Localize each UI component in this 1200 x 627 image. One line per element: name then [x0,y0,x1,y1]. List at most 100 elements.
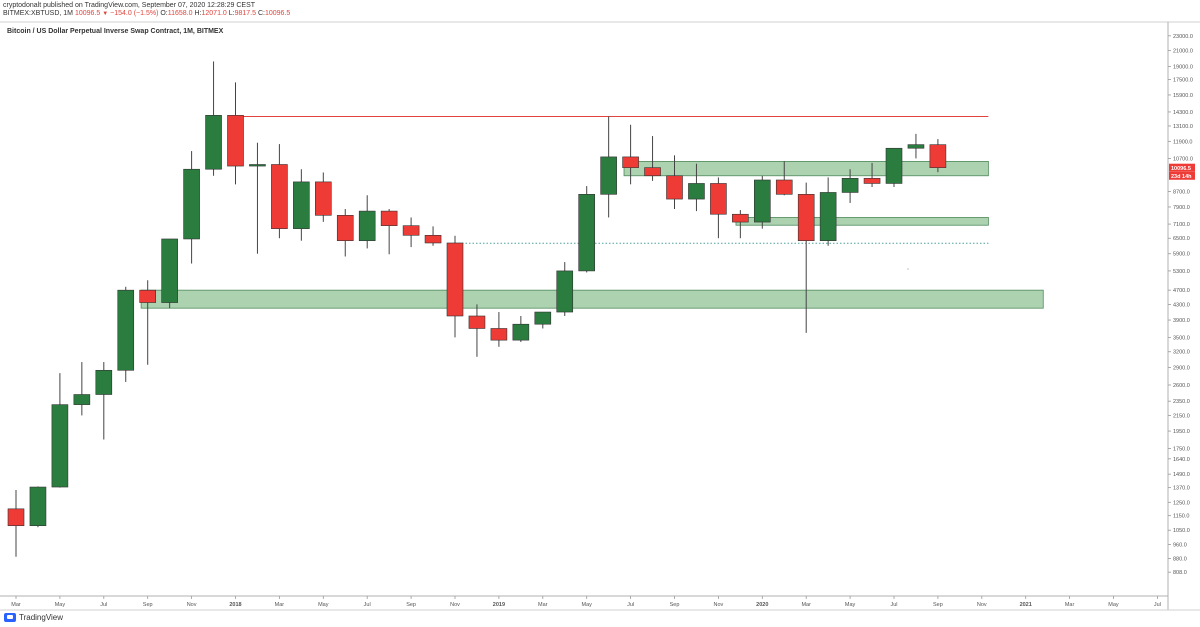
candle-body[interactable] [775,179,793,195]
time-tick-label: Sep [933,602,943,608]
candle-body[interactable] [95,369,113,395]
price-tick-label: 4300.0 [1173,302,1190,308]
low-value: 9817.5 [234,10,257,17]
price-tick-label: 1050.0 [1173,528,1190,534]
candle-body[interactable] [51,404,69,488]
candle-body[interactable] [578,194,596,272]
cursor-dot [907,268,909,270]
price-tick-label: 11900.0 [1173,139,1192,145]
price-tag-bg [1169,171,1195,180]
time-tick-label: May [55,602,66,608]
candle-body[interactable] [732,213,749,223]
price-tick-label: 6500.0 [1173,236,1190,242]
candle-body[interactable] [797,194,815,242]
candle-body[interactable] [249,164,266,167]
candle-body[interactable] [183,168,200,240]
candle-body[interactable] [73,394,91,405]
tradingview-logo[interactable]: TradingView [4,613,63,622]
time-tick-label: Mar [538,602,548,608]
symbol-label[interactable]: BITMEX:XBTUSD, 1M [3,10,74,17]
price-tick-label: 1490.0 [1173,472,1190,478]
price-tick-label: 5300.0 [1173,269,1190,275]
bar-countdown-tag: 23d 14h [1171,174,1192,180]
candle-body[interactable] [885,147,903,184]
time-tick-label: Sep [406,602,416,608]
time-tick-label: Mar [801,602,811,608]
candle-body[interactable] [402,225,420,236]
time-tick-label: May [582,602,593,608]
candle-body[interactable] [666,175,683,200]
candle-body[interactable] [293,181,310,229]
candle-body[interactable] [468,315,486,329]
price-tick-label: 7900.0 [1173,205,1190,211]
candle-body[interactable] [117,289,135,371]
price-tick-label: 3500.0 [1173,335,1190,341]
open-label: O: [160,10,168,17]
candle-body[interactable] [622,156,639,168]
candle-body[interactable] [205,115,222,170]
time-tick-label: Sep [670,602,680,608]
price-change: −154.0 (−1.5%) [110,10,159,17]
price-tick-label: 960.0 [1173,543,1187,549]
high-value: 12071.0 [201,10,227,17]
time-tick-label: Jul [100,602,107,608]
candle-body[interactable] [446,242,464,317]
price-tick-label: 2600.0 [1173,383,1190,389]
support-zone-1[interactable] [140,289,1044,309]
price-tick-label: 5900.0 [1173,252,1190,258]
candle-body[interactable] [139,289,156,303]
candle-body[interactable] [600,156,617,195]
candle-body[interactable] [29,486,47,527]
time-tick-label: Nov [714,602,724,608]
candle-body[interactable] [271,164,288,229]
price-tick-label: 3900.0 [1173,318,1190,324]
candle-body[interactable] [380,210,398,226]
close-value: 10096.5 [264,10,291,17]
price-tag-bg [1169,163,1195,172]
time-tick-label: Jul [364,602,371,608]
candle-body[interactable] [841,177,859,193]
candle-body[interactable] [907,144,925,149]
candle-body[interactable] [710,183,727,215]
chart-title: Bitcoin / US Dollar Perpetual Inverse Sw… [7,28,224,35]
candle-body[interactable] [161,238,178,303]
candle-body[interactable] [863,177,881,184]
candle-body[interactable] [512,323,530,341]
candle-body[interactable] [534,311,552,325]
candle-body[interactable] [929,144,947,168]
candle-body[interactable] [753,179,771,223]
price-tick-label: 4700.0 [1173,288,1190,294]
time-tick-label: Nov [977,602,987,608]
price-tick-label: 19000.0 [1173,64,1193,70]
support-zone-3[interactable] [735,217,989,226]
candle-body[interactable] [490,328,508,341]
time-tick-label: May [845,602,856,608]
tradingview-brand: TradingView [19,613,64,622]
time-tick-label: Mar [275,602,285,608]
time-tick-label: Jul [1154,602,1161,608]
price-tick-label: 7100.0 [1173,222,1190,228]
down-arrow-icon: ▼ [102,11,109,17]
candle-body[interactable] [644,167,661,177]
price-tick-label: 2150.0 [1173,413,1190,419]
candle-body[interactable] [358,210,376,242]
candle-body[interactable] [336,215,354,242]
candle-body[interactable] [227,115,244,167]
time-tick-label: 2021 [1020,602,1032,608]
time-tick-label: Mar [11,602,21,608]
price-tick-label: 10700.0 [1173,156,1193,162]
price-tick-label: 14300.0 [1173,110,1193,116]
candle-body[interactable] [688,183,705,200]
candle-body[interactable] [7,508,25,527]
candle-body[interactable] [424,234,442,244]
candle-body[interactable] [314,181,332,216]
candle-body[interactable] [556,270,574,313]
price-tick-label: 2350.0 [1173,399,1190,405]
time-tick-label: 2018 [229,602,241,608]
candle-body[interactable] [819,192,837,242]
time-tick-label: Jul [890,602,897,608]
price-tick-label: 17500.0 [1173,78,1193,84]
time-tick-label: Jul [627,602,634,608]
price-tick-label: 808.0 [1173,570,1187,576]
